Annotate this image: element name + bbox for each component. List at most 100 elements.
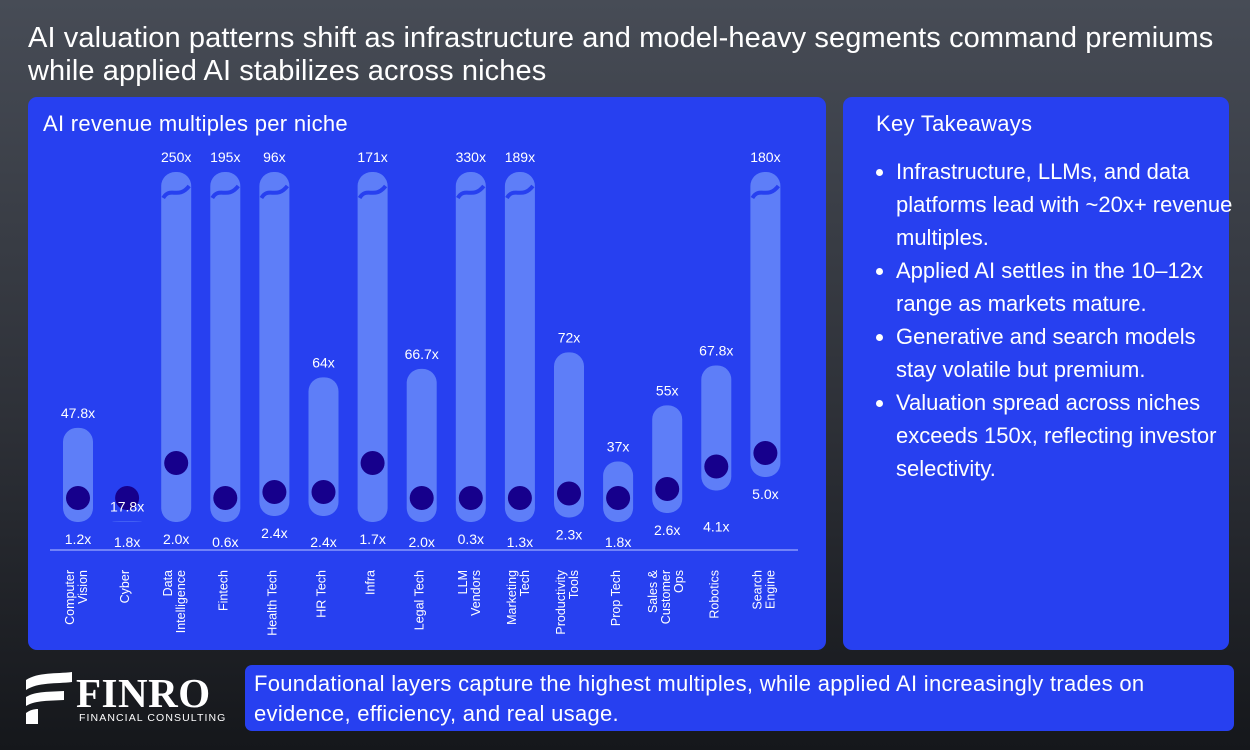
axis-break-mark [259,184,289,200]
range-bar [210,172,241,522]
min-value-label: 1.2x [65,531,91,547]
category-label: Health Tech [265,570,279,636]
range-bar [750,172,781,477]
axis-break-mark [750,184,780,200]
category-label: Fintech [216,570,230,611]
category-label: Infra [364,570,378,595]
category-label-line: LLM [456,570,470,594]
category-label-line: Vendors [469,570,483,616]
max-value-label: 47.8x [61,405,95,421]
chart-title: AI revenue multiples per niche [43,111,348,136]
median-dot [458,486,483,510]
category-label-line: Robotics [707,570,721,619]
category-label-line: Search [750,570,764,610]
min-value-label: 2.6x [654,522,680,538]
category-label-line: Ops [672,570,686,593]
takeaway-item: Valuation spread across niches exceeds 1… [896,386,1236,485]
category-label-line: Engine [763,570,777,609]
min-value-label: 2.3x [556,527,582,543]
logo-wordmark: FINRO [76,670,211,716]
median-dot [409,486,434,510]
max-value-label: 72x [558,329,581,345]
median-dot [557,481,581,506]
footer-summary: Foundational layers capture the highest … [245,665,1234,731]
max-value-label: 17.8x [110,498,144,514]
median-dot [66,486,90,510]
category-label-line: Prop Tech [609,570,623,626]
range-bar [504,172,535,522]
min-value-label: 2.4x [261,525,287,541]
min-value-label: 5.0x [752,486,778,502]
min-value-label: 1.7x [359,531,385,547]
headline: AI valuation patterns shift as infrastru… [28,22,1214,87]
min-value-label: 1.8x [114,534,140,550]
min-value-label: 0.6x [212,534,238,550]
category-label-line: Tools [567,570,581,599]
category-label-line: Tech [518,570,532,596]
range-bar [308,377,339,516]
max-value-label: 195x [210,149,240,165]
category-label-line: Data [161,570,175,596]
category-label: ProductivityTools [554,569,581,634]
finro-logo: FINRO FINANCIAL CONSULTING [22,668,232,726]
category-label-line: Productivity [554,569,568,634]
max-value-label: 330x [456,149,486,165]
takeaway-item: Applied AI settles in the 10–12x range a… [896,254,1236,320]
axis-break-mark [357,184,388,200]
takeaways-list: Infrastructure, LLMs, and data platforms… [876,155,1236,485]
category-label: LLMVendors [456,570,483,616]
category-label-line: Intelligence [174,570,188,633]
category-label-line: HR Tech [315,570,329,618]
max-value-label: 67.8x [699,342,733,358]
category-label: Prop Tech [609,570,623,626]
median-dot [704,454,729,479]
takeaways-panel: Key Takeaways Infrastructure, LLMs, and … [843,97,1232,650]
min-value-label: 2.0x [163,531,189,547]
max-value-label: 55x [656,382,679,398]
category-label: HR Tech [315,570,329,618]
median-dot [213,486,238,510]
category-label: SearchEngine [750,570,777,610]
max-value-label: 250x [161,149,191,165]
range-bar-chart: 47.8x 1.2x ComputerVision 17.8x 1.8x Cyber 250… [50,149,798,636]
max-value-label: 37x [607,439,630,455]
takeaway-item: Generative and search models stay volati… [896,320,1236,386]
median-dot [606,486,631,510]
median-dot [655,477,680,501]
logo-subtitle: FINANCIAL CONSULTING [79,712,227,724]
median-dot [753,441,778,465]
range-bar [554,352,584,518]
range-bar [406,368,437,522]
category-label-line: Vision [76,570,90,604]
min-value-label: 1.3x [507,534,533,550]
max-value-label: 180x [750,149,780,165]
footer-text: Foundational layers capture the highest … [254,671,1145,726]
axis-break-mark [505,184,535,200]
chart-panel: AI revenue multiples per niche 47.8x 1.2x… [28,97,826,650]
max-value-label: 189x [505,149,535,165]
category-label: ComputerVision [63,570,90,625]
takeaways-title: Key Takeaways [876,111,1033,136]
finro-logo-icon [26,672,72,724]
median-dot [115,486,140,510]
category-label-line: Cyber [118,570,132,603]
axis-break-mark [161,184,191,200]
median-dot [311,480,336,504]
category-label-line: Marketing [505,570,519,625]
median-dot [507,486,532,510]
median-dot [262,480,287,504]
median-dot [360,451,385,475]
category-label: MarketingTech [505,570,532,625]
category-label: Legal Tech [413,570,427,630]
takeaway-item: Infrastructure, LLMs, and data platforms… [896,155,1236,254]
category-label: Robotics [707,570,721,619]
median-dot [164,451,189,475]
category-label-line: Sales & [646,569,660,613]
category-label: Sales &CustomerOps [646,569,686,624]
max-value-label: 171x [357,149,387,165]
range-bar [357,172,388,522]
category-label-line: Infra [364,570,378,595]
category-label-line: Health Tech [265,570,279,636]
min-value-label: 2.0x [408,534,434,550]
category-label-line: Legal Tech [413,570,427,630]
